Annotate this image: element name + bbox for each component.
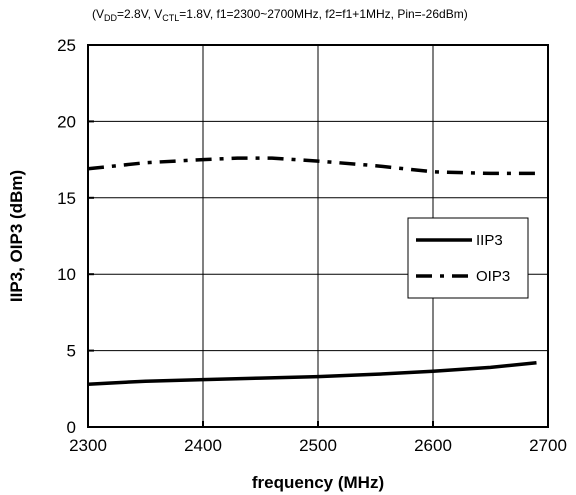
y-tick-label: 25 <box>57 36 76 55</box>
y-axis-title: IIP3, OIP3 (dBm) <box>7 170 26 302</box>
subtitle-subscript: CTL <box>162 13 179 23</box>
y-tick-label: 10 <box>57 265 76 284</box>
y-tick-label: 15 <box>57 189 76 208</box>
x-tick-label: 2300 <box>69 436 107 455</box>
subtitle-part: (V <box>92 7 104 21</box>
axis-ticks: 2300 2400 2500 2600 2700 0 5 10 15 20 25 <box>57 36 567 455</box>
series-line-oip3 <box>87 156 537 176</box>
grid <box>88 45 548 427</box>
legend-label-iip3: IIP3 <box>476 232 503 249</box>
subtitle-subscript: DD <box>104 13 117 23</box>
y-tick-label: 0 <box>67 418 76 437</box>
x-tick-label: 2400 <box>184 436 222 455</box>
x-tick-label: 2600 <box>414 436 452 455</box>
series-layer <box>87 156 537 386</box>
x-tick-label: 2700 <box>529 436 567 455</box>
y-tick-label: 5 <box>67 342 76 361</box>
chart-subtitle: (VDD=2.8V, VCTL=1.8V, f1=2300~2700MHz, f… <box>92 7 468 23</box>
y-tick-label: 20 <box>57 112 76 131</box>
legend-label-oip3: OIP3 <box>476 268 510 285</box>
x-tick-label: 2500 <box>299 436 337 455</box>
subtitle-part: =2.8V, V <box>117 7 162 21</box>
legend: IIP3 OIP3 <box>407 217 529 299</box>
x-axis-title: frequency (MHz) <box>252 473 384 492</box>
series-line-iip3 <box>87 361 537 386</box>
subtitle-part: =1.8V, f1=2300~2700MHz, f2=f1+1MHz, Pin=… <box>179 7 467 21</box>
legend-box <box>407 217 529 299</box>
